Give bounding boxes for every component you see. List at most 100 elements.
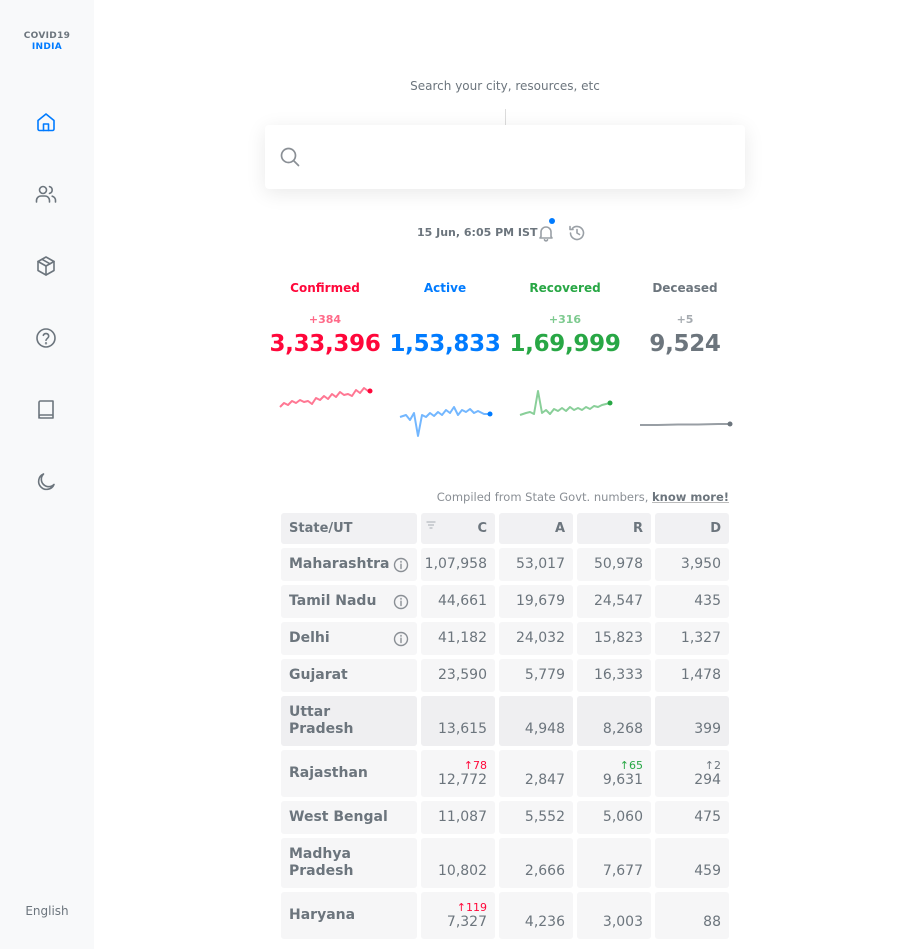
active-value: 2,847 [524, 772, 565, 788]
deceased-value: 399 [694, 721, 721, 737]
level-label: Confirmed [290, 281, 360, 295]
states-table: State/UT C A R D Maharashtra 1,07,958 53,0… [281, 513, 729, 943]
confirmed-cell: 10,802 [421, 838, 495, 888]
level-recovered[interactable]: Recovered +316 1,69,999 [505, 281, 625, 357]
state-name-line: Maharashtra [289, 556, 390, 572]
header-recovered[interactable]: R [577, 513, 651, 544]
state-cell[interactable]: Tamil Nadu [281, 585, 417, 618]
deceased-cell: 88 [655, 892, 729, 939]
level-deceased[interactable]: Deceased +5 9,524 [625, 281, 745, 357]
level-delta: +316 [548, 313, 582, 326]
table-row[interactable]: Tamil Nadu 44,661 19,679 24,547 435 [281, 585, 729, 618]
deceased-cell: 1,478 [655, 659, 729, 692]
logo-line-1: COVID19 [23, 31, 71, 41]
state-cell[interactable]: Madhya Pradesh [281, 838, 417, 888]
logo[interactable]: COVID19 INDIA [0, 31, 94, 53]
level-active[interactable]: Active 1,53,833 [385, 281, 505, 357]
confirmed-cell: ↑78 12,772 [421, 750, 495, 797]
deceased-delta: ↑2 [704, 759, 721, 772]
state-cell[interactable]: West Bengal [281, 801, 417, 834]
level-confirmed[interactable]: Confirmed +384 3,33,396 [265, 281, 385, 357]
confirmed-value: 23,590 [438, 667, 487, 683]
nav-resources[interactable] [29, 249, 63, 283]
deceased-cell: 399 [655, 696, 729, 746]
confirmed-value: 7,327 [446, 914, 487, 930]
info-icon[interactable] [393, 594, 409, 610]
active-value: 5,779 [524, 667, 565, 683]
table-row[interactable]: Delhi 41,182 24,032 15,823 1,327 [281, 622, 729, 655]
header-active[interactable]: A [499, 513, 573, 544]
table-row[interactable]: Maharashtra 1,07,958 53,017 50,978 3,950 [281, 548, 729, 581]
active-value: 19,679 [516, 593, 565, 609]
recovered-value: 9,631 [602, 772, 643, 788]
deceased-value: 294 [694, 772, 721, 788]
active-cell: 2,847 [499, 750, 573, 797]
sparkline-recovered [518, 383, 614, 433]
table-row[interactable]: Gujarat 23,590 5,779 16,333 1,478 [281, 659, 729, 692]
notification-dot [549, 218, 555, 224]
deceased-cell: 3,950 [655, 548, 729, 581]
level-label: Active [423, 281, 467, 295]
sparkline-deceased [638, 399, 734, 449]
confirmed-value: 1,07,958 [424, 556, 487, 572]
sparkline-active [398, 393, 494, 443]
know-more-link[interactable]: know more! [652, 490, 729, 504]
state-cell[interactable]: Haryana [281, 892, 417, 939]
header-confirmed-label: C [477, 521, 487, 536]
confirmed-value: 10,802 [438, 863, 487, 879]
info-icon[interactable] [393, 557, 409, 573]
table-row[interactable]: Madhya Pradesh 10,802 2,666 7,677 459 [281, 838, 729, 888]
home-icon [37, 113, 55, 132]
state-cell[interactable]: Uttar Pradesh [281, 696, 417, 746]
active-cell: 4,948 [499, 696, 573, 746]
state-cell[interactable]: Rajasthan [281, 750, 417, 797]
info-icon[interactable] [393, 631, 409, 647]
nav-volunteers[interactable] [29, 177, 63, 211]
state-name: Madhya Pradesh [289, 846, 353, 880]
table-row[interactable]: Rajasthan ↑78 12,772 2,847 ↑65 9,631 ↑2 294 [281, 750, 729, 797]
nav-dark-mode[interactable] [29, 465, 63, 499]
confirmed-cell: 44,661 [421, 585, 495, 618]
language-switcher[interactable]: English [25, 904, 69, 918]
state-cell[interactable]: Gujarat [281, 659, 417, 692]
search-input[interactable] [315, 125, 735, 189]
state-cell[interactable]: Delhi [281, 622, 417, 655]
nav-blog[interactable] [29, 393, 63, 427]
deceased-value: 475 [694, 809, 721, 825]
history-icon[interactable] [568, 224, 586, 242]
search-icon [279, 146, 301, 168]
header-state[interactable]: State/UT [281, 513, 417, 544]
active-value: 24,032 [516, 630, 565, 646]
recovered-cell: 8,268 [577, 696, 651, 746]
nav-faq[interactable] [29, 321, 63, 355]
state-name: Rajasthan [289, 765, 368, 782]
state-cell[interactable]: Maharashtra [281, 548, 417, 581]
state-name: West Bengal [289, 809, 388, 826]
confirmed-cell: 41,182 [421, 622, 495, 655]
nav-home[interactable] [29, 105, 63, 139]
recovered-value: 8,268 [602, 721, 643, 737]
moon-icon [37, 473, 55, 491]
level-stats: Confirmed +384 3,33,396 Active 1,53,833 … [265, 281, 745, 441]
recovered-value: 24,547 [594, 593, 643, 609]
active-cell: 5,552 [499, 801, 573, 834]
confirmed-value: 44,661 [438, 593, 487, 609]
active-cell: 4,236 [499, 892, 573, 939]
level-label: Recovered [529, 281, 601, 295]
level-total: 1,53,833 [389, 331, 501, 357]
search-box[interactable] [265, 125, 745, 189]
state-name-line: Gujarat [289, 667, 348, 683]
confirmed-value: 41,182 [438, 630, 487, 646]
deceased-value: 88 [703, 914, 721, 930]
state-name-line: Delhi [289, 630, 330, 646]
sort-icon [426, 518, 436, 529]
active-value: 5,552 [524, 809, 565, 825]
table-row[interactable]: Haryana ↑119 7,327 4,236 3,003 88 [281, 892, 729, 939]
header-confirmed[interactable]: C [421, 513, 495, 544]
table-row[interactable]: West Bengal 11,087 5,552 5,060 475 [281, 801, 729, 834]
header-deceased[interactable]: D [655, 513, 729, 544]
bell-icon[interactable] [537, 224, 555, 242]
table-row[interactable]: Uttar Pradesh 13,615 4,948 8,268 399 [281, 696, 729, 746]
recovered-cell: 50,978 [577, 548, 651, 581]
confirmed-delta: ↑119 [456, 901, 487, 914]
